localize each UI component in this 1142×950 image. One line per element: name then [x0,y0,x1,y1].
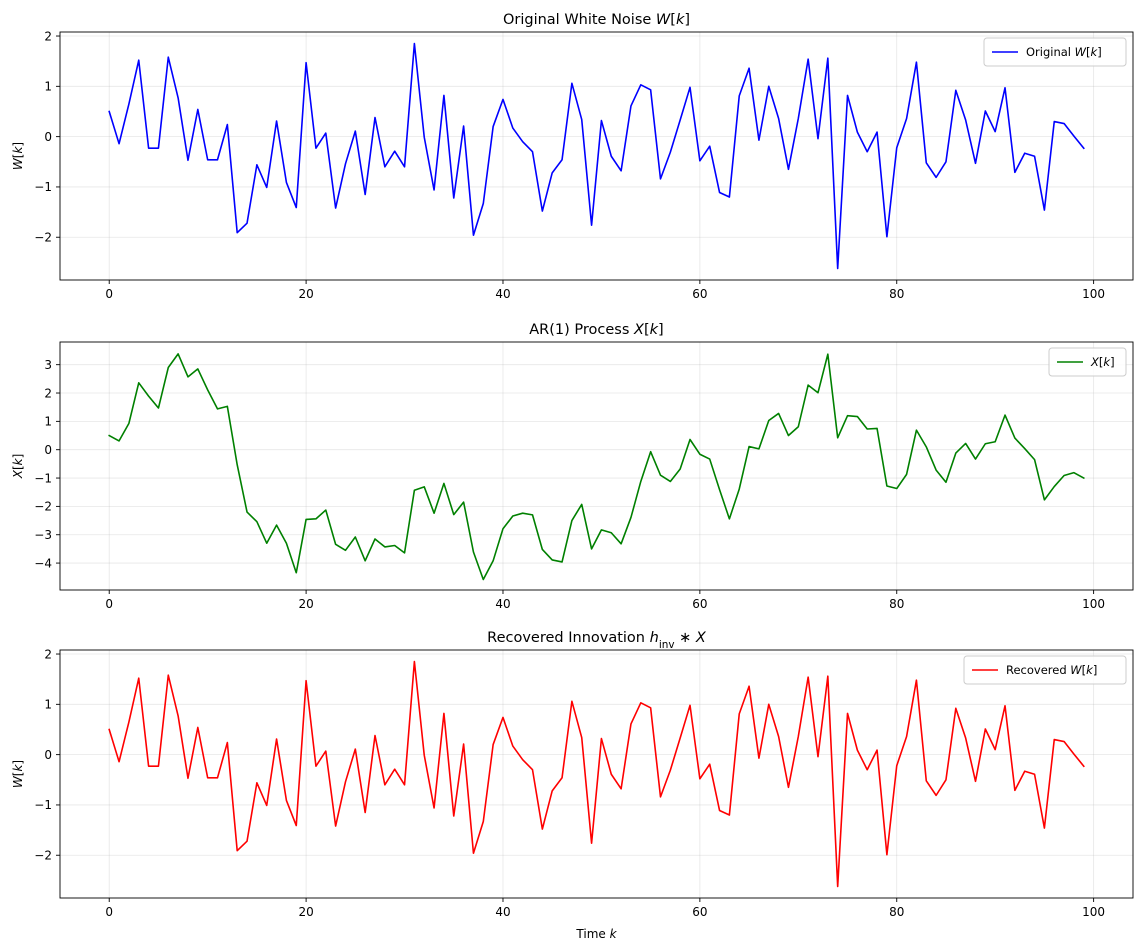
x-axis-label: Time k [575,927,617,941]
x-tick-label: 60 [692,905,707,919]
y-tick-label: 0 [44,748,52,762]
legend-label: X[k] [1090,355,1115,369]
chart-title: Original White Noise W[k] [503,12,690,28]
y-axis-label: X[k] [11,454,25,480]
y-tick-label: −4 [34,556,52,570]
plot-frame [59,649,1134,899]
legend-box [963,655,1127,685]
x-tick-label: 40 [495,287,510,301]
subplot-1: 0 20 40 60 80 100 −2 −1 0 1 2 Original White Noise … [11,12,1134,301]
series-line-2 [108,353,1085,581]
series-line-1 [108,42,1085,270]
y-axis-label: W[k] [11,142,25,170]
x-tick-label: 0 [105,905,113,919]
y-tick-label: 1 [44,698,52,712]
y-tick-label: −1 [34,180,52,194]
x-tick-label: 20 [298,287,313,301]
subplot-3: 0 20 40 60 80 100 −2 −1 0 1 2 Recovered Innovation … [11,630,1134,941]
legend-label: Recovered W[k] [1006,663,1097,677]
subplot-2: 0 20 40 60 80 100 −4 −3 −2 −1 0 1 2 3 AR(1) Process X[… [11,322,1134,611]
chart-title: AR(1) Process X[k] [529,322,663,338]
legend: Recovered W[k] [963,655,1127,685]
y-tick-label: 3 [44,358,52,372]
y-tick-label: 1 [44,415,52,429]
legend: X[k] [1048,347,1127,377]
x-tick-label: 100 [1082,287,1105,301]
y-tick-label: −1 [34,471,52,485]
legend-box [1048,347,1127,377]
chart-title: Recovered Innovation hinv ∗ X [487,630,707,651]
y-axis-label: W[k] [11,760,25,788]
x-tick-label: 20 [298,905,313,919]
y-tick-label: 0 [44,130,52,144]
legend: Original W[k] [983,37,1127,67]
legend-label: Original W[k] [1026,45,1102,59]
x-tick-label: 20 [298,597,313,611]
legend-box [983,37,1127,67]
y-tick-label: −1 [34,798,52,812]
y-tick-label: −2 [34,231,52,245]
y-tick-label: 2 [44,647,52,661]
plot-frame [59,31,1134,281]
x-tick-label: 0 [105,597,113,611]
x-tick-label: 60 [692,597,707,611]
x-tick-label: 0 [105,287,113,301]
x-tick-label: 80 [889,905,904,919]
x-tick-label: 60 [692,287,707,301]
x-tick-label: 40 [495,597,510,611]
y-tick-label: 2 [44,386,52,400]
y-tick-label: 2 [44,29,52,43]
series-line-3 [108,660,1085,888]
plot-frame [59,341,1134,591]
y-tick-label: −2 [34,849,52,863]
y-tick-label: 1 [44,80,52,94]
x-tick-label: 80 [889,597,904,611]
y-tick-label: −2 [34,500,52,514]
y-tick-label: −3 [34,528,52,542]
y-tick-label: 0 [44,443,52,457]
x-tick-label: 100 [1082,597,1105,611]
x-tick-label: 40 [495,905,510,919]
x-tick-label: 80 [889,287,904,301]
x-tick-label: 100 [1082,905,1105,919]
